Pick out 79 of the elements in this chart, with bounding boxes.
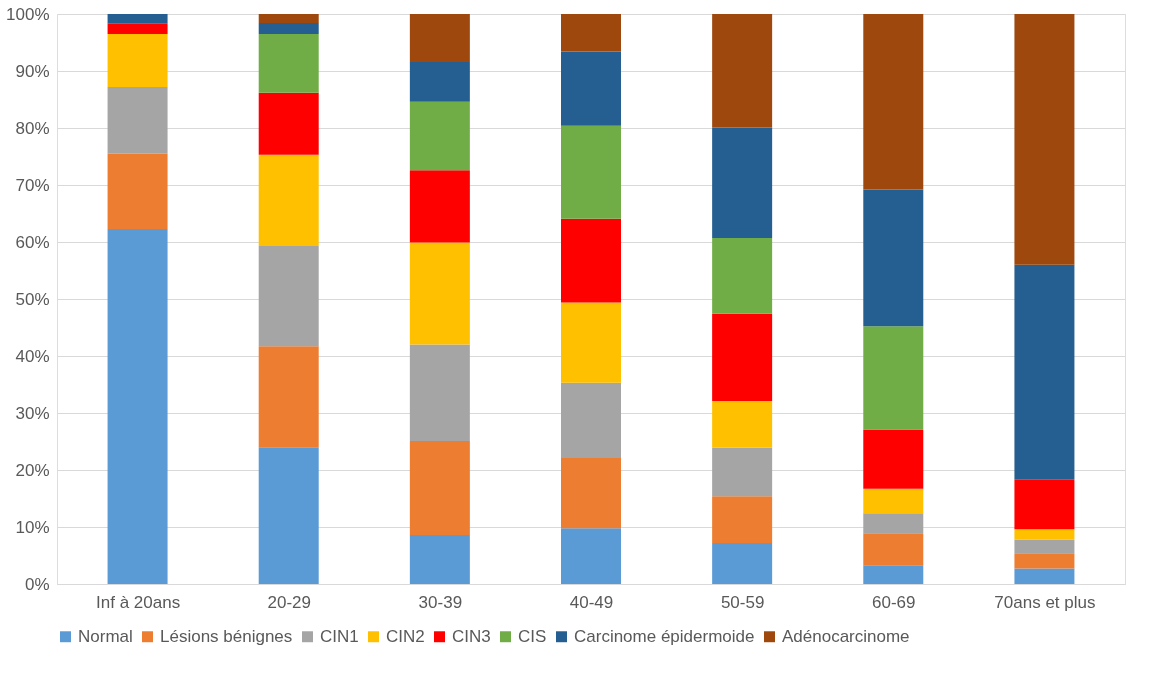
- bar: [258, 92, 319, 155]
- bar: [712, 496, 773, 543]
- bar: [1014, 479, 1075, 530]
- bar: [561, 51, 621, 126]
- x-tick-label: 30-39: [418, 592, 463, 612]
- bar: [107, 153, 168, 229]
- y-tick-label: 30%: [15, 403, 50, 423]
- legend-label: CIN3: [452, 626, 491, 646]
- bar: [712, 238, 773, 314]
- bar: [561, 218, 621, 303]
- bar: [863, 14, 924, 190]
- legend-label: Lésions bénignes: [160, 626, 293, 646]
- bar: [258, 14, 319, 24]
- bar: [863, 488, 924, 514]
- bar: [561, 125, 621, 219]
- y-tick-label: 20%: [15, 460, 50, 480]
- bar: [258, 154, 319, 246]
- bar: [1014, 529, 1075, 540]
- legend-label: CIN1: [320, 626, 359, 646]
- bar: [561, 458, 621, 529]
- bar: [1014, 568, 1075, 584]
- x-tick-label: Inf à 20ans: [96, 592, 181, 612]
- y-tick-label: 10%: [15, 517, 50, 537]
- bar: [712, 313, 773, 402]
- bar: [258, 33, 319, 93]
- bar: [1014, 14, 1075, 265]
- x-tick-label: 20-29: [267, 592, 311, 612]
- bar: [258, 447, 319, 584]
- bar: [712, 401, 773, 448]
- bar: [107, 33, 168, 87]
- bar: [258, 245, 319, 347]
- x-tick-label: 50-59: [720, 592, 765, 612]
- bar: [1014, 264, 1075, 480]
- bar: [712, 447, 773, 497]
- bar: [409, 344, 470, 441]
- legend-label: Adénocarcinome: [782, 626, 910, 646]
- y-tick-label: 0%: [24, 574, 50, 594]
- legend-label: Carcinome épidermoide: [574, 626, 755, 646]
- bar: [863, 326, 924, 430]
- bar: [561, 382, 621, 459]
- bar: [712, 127, 773, 239]
- bar: [863, 429, 924, 489]
- bar: [409, 534, 470, 584]
- bar: [561, 528, 621, 584]
- y-tick-label: 60%: [15, 232, 50, 252]
- y-tick-label: 80%: [15, 118, 50, 138]
- bar: [107, 23, 168, 34]
- bar: [409, 61, 470, 102]
- bar: [863, 565, 924, 584]
- bar: [863, 189, 924, 327]
- y-tick-label: 40%: [15, 346, 50, 366]
- bar: [863, 513, 924, 534]
- legend-label: CIS: [518, 626, 547, 646]
- bar: [409, 101, 470, 171]
- x-tick-label: 60-69: [872, 592, 916, 612]
- bar: [1014, 553, 1075, 569]
- bar: [258, 23, 319, 34]
- bar: [107, 86, 168, 154]
- bar: [107, 228, 168, 584]
- bar: [863, 533, 924, 566]
- legend-label: Normal: [78, 626, 133, 646]
- bar: [561, 302, 621, 383]
- bar: [409, 170, 470, 243]
- legend-label: CIN2: [386, 626, 425, 646]
- bar: [712, 542, 773, 584]
- bar: [409, 242, 470, 345]
- bar: [409, 14, 470, 62]
- bar: [107, 14, 168, 24]
- bar: [712, 14, 773, 128]
- x-tick-label: 40-49: [569, 592, 614, 612]
- bar: [258, 346, 319, 448]
- y-tick-label: 70%: [15, 175, 50, 195]
- bar: [561, 14, 621, 52]
- y-tick-label: 90%: [15, 61, 50, 81]
- bar: [409, 440, 470, 535]
- bar: [1014, 539, 1075, 554]
- y-tick-label: 50%: [15, 289, 50, 309]
- x-tick-label: 70ans et plus: [994, 592, 1096, 612]
- y-tick-label: 100%: [6, 4, 50, 24]
